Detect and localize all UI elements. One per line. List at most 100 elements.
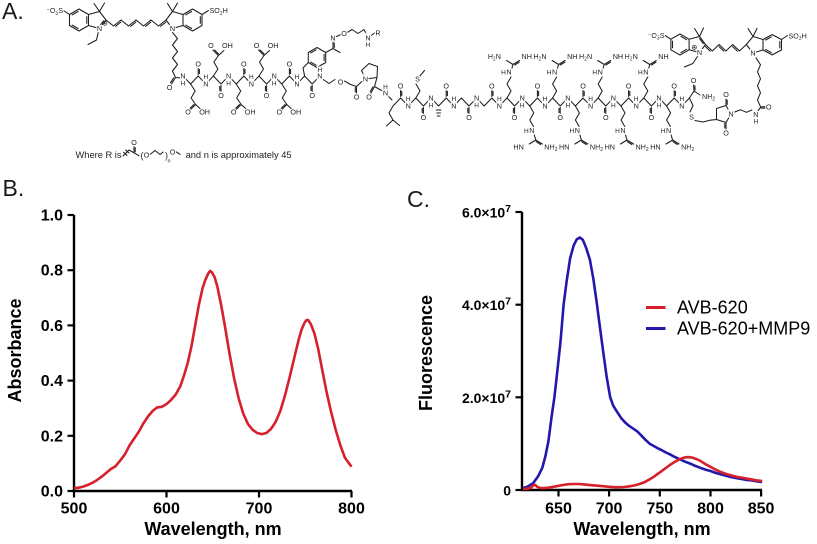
svg-text:H: H [592,70,597,77]
svg-text:O: O [341,29,347,38]
svg-text:0.2: 0.2 [41,428,63,445]
svg-text:O: O [170,148,176,157]
svg-text:H2N: H2N [533,52,546,63]
svg-text:N: N [750,49,755,58]
svg-text:N: N [317,72,322,81]
svg-text:H2N: H2N [488,52,501,63]
svg-text:H: H [272,81,277,88]
svg-text:H: H [611,103,616,110]
svg-text:750: 750 [646,501,673,518]
svg-text:Wavelength, nm: Wavelength, nm [573,519,710,539]
svg-text:2.0×107: 2.0×107 [462,388,511,406]
svg-text:700: 700 [246,501,273,518]
svg-text:O: O [144,151,150,160]
svg-text:O: O [443,82,449,91]
svg-text:O: O [208,41,214,50]
svg-text:N: N [428,94,433,103]
svg-text:N: N [383,89,388,98]
svg-text:N: N [679,102,684,111]
svg-text:H: H [615,128,620,135]
svg-text:N: N [529,126,534,135]
svg-text:H: H [543,96,548,103]
svg-text:SO3H: SO3H [789,32,807,43]
svg-text:H: H [226,81,231,88]
svg-text:H: H [565,103,570,110]
svg-text:O: O [723,129,729,138]
svg-text:N: N [620,126,625,135]
svg-text:H: H [451,96,456,103]
svg-text:N: N [753,110,758,119]
svg-text:O: O [580,82,586,91]
svg-text:H: H [501,70,506,77]
svg-text:(: ( [141,150,144,160]
svg-text:N: N [97,24,102,33]
svg-text:H: H [317,67,322,74]
svg-text:O: O [671,82,677,91]
svg-text:O: O [287,60,293,69]
svg-text:O: O [131,138,137,147]
svg-text:O: O [309,91,315,100]
svg-text:N: N [634,102,639,111]
svg-text:OH: OH [290,108,301,117]
svg-text:650: 650 [545,501,572,518]
svg-text:–O3S: –O3S [649,31,665,42]
svg-text:–O3S: –O3S [47,6,63,17]
svg-text:O: O [766,102,772,111]
svg-text:N: N [170,24,175,33]
svg-text:N: N [497,102,502,111]
svg-text:N: N [249,80,254,89]
svg-text:HN: HN [513,143,523,152]
svg-text:S: S [415,75,420,84]
svg-text:OH: OH [268,41,279,50]
svg-text:O: O [241,60,247,69]
svg-text:S: S [689,113,694,122]
svg-text:N: N [363,75,368,84]
svg-text:O: O [354,93,360,102]
svg-text:N: N [365,34,370,43]
svg-text:N: N [520,94,525,103]
svg-text:H: H [249,74,254,81]
svg-text:H: H [295,74,300,81]
svg-text:H: H [657,103,662,110]
svg-text:H: H [679,96,684,103]
svg-text:O: O [277,108,283,117]
svg-text:AVB-620+MMP9: AVB-620+MMP9 [677,319,810,339]
svg-text:O: O [231,108,237,117]
svg-text:O: O [649,113,655,122]
svg-text:O: O [691,76,697,85]
svg-text:N: N [272,72,277,81]
svg-text:Fluorescence: Fluorescence [416,295,436,411]
svg-text:O: O [338,78,344,87]
svg-text:H: H [406,96,411,103]
svg-text:O: O [218,91,224,100]
svg-text:N: N [728,110,733,119]
svg-text:and n is approximately 45: and n is approximately 45 [186,150,292,160]
svg-text:N: N [226,72,231,81]
svg-text:800: 800 [338,501,365,518]
svg-text:H: H [570,128,575,135]
svg-text:Absorbance: Absorbance [5,298,25,402]
svg-text:H: H [497,96,502,103]
svg-text:O: O [254,41,260,50]
svg-text:O: O [603,113,609,122]
svg-text:H: H [638,70,643,77]
svg-text:H: H [588,96,593,103]
svg-text:OH: OH [245,108,256,117]
svg-text:O: O [167,83,173,92]
svg-text:O: O [195,60,201,69]
svg-text:): ) [165,150,168,160]
svg-text:O: O [512,113,518,122]
svg-text:OH: OH [199,108,210,117]
svg-text:4.0×107: 4.0×107 [462,296,511,314]
svg-text:O: O [421,113,427,122]
svg-text:0.8: 0.8 [41,263,63,280]
svg-text:850: 850 [748,501,775,518]
svg-text:NH: NH [658,52,668,61]
svg-text:SO3H: SO3H [210,6,228,17]
svg-text:N: N [203,80,208,89]
svg-text:HN: HN [559,143,569,152]
svg-text:NH: NH [567,52,577,61]
svg-text:N: N [643,68,648,77]
svg-text:N: N [294,80,299,89]
svg-text:H: H [181,81,186,88]
